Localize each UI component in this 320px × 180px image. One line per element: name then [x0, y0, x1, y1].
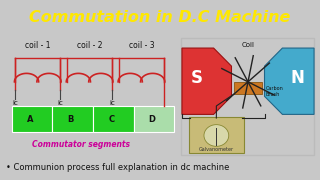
Text: S: S — [191, 69, 203, 87]
Bar — [93, 106, 134, 132]
Text: ic: ic — [109, 100, 115, 106]
Text: ic: ic — [12, 100, 18, 106]
Bar — [134, 106, 174, 132]
Text: Commutator segments: Commutator segments — [32, 140, 130, 149]
Text: • Communion process full explanation in dc machine: • Communion process full explanation in … — [6, 163, 230, 172]
Text: coil - 2: coil - 2 — [77, 41, 102, 50]
Text: D: D — [148, 115, 156, 124]
FancyBboxPatch shape — [189, 117, 244, 153]
Text: N: N — [291, 69, 304, 87]
Text: C: C — [108, 115, 114, 124]
Bar — [52, 106, 93, 132]
Text: B: B — [68, 115, 74, 124]
Text: Coil: Coil — [242, 42, 254, 48]
Polygon shape — [182, 48, 231, 114]
Text: coil - 3: coil - 3 — [129, 41, 154, 50]
Bar — [12, 106, 52, 132]
Text: Carbon
Brush: Carbon Brush — [266, 86, 284, 97]
Text: coil - 1: coil - 1 — [25, 41, 51, 50]
Text: Commutation in D.C Machine: Commutation in D.C Machine — [29, 10, 291, 26]
Circle shape — [204, 125, 229, 146]
Text: A: A — [27, 115, 33, 124]
Bar — [234, 82, 262, 94]
Text: ic: ic — [57, 100, 63, 106]
Polygon shape — [265, 48, 314, 114]
Text: Galvanometer: Galvanometer — [199, 147, 234, 152]
